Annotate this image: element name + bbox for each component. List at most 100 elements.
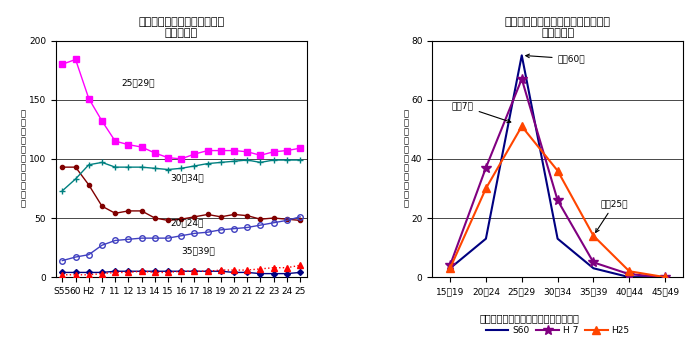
30～34歳 [283,158,291,162]
25～29歳 [84,97,93,101]
40～44歳 [111,270,119,274]
S60 [553,237,562,241]
25～29歳 [164,155,172,160]
30～34歳 [256,161,265,165]
20～24歳 [256,217,265,221]
15～19歳 [296,270,305,274]
S60 [661,275,669,279]
35～39歳 [151,236,159,240]
H25 [553,169,562,173]
40～44歳 [243,268,252,272]
20～24歳 [177,217,185,221]
H25 [589,234,597,238]
H25 [518,124,526,128]
25～29歳 [204,149,212,153]
S60 [482,237,490,241]
35～39歳 [124,237,132,241]
15～19歳 [98,270,106,274]
25～29歳 [243,150,252,154]
35～39歳 [111,239,119,243]
40～44歳 [270,266,278,270]
30～34歳 [217,161,225,165]
35～39歳 [230,226,238,231]
40～44歳 [151,270,159,274]
Title: 母の年齢階級別第１子出生率の推移
（熊本県）: 母の年齢階級別第１子出生率の推移 （熊本県） [505,17,611,39]
20～24歳 [137,209,146,213]
35～39歳 [164,236,172,240]
15～19歳 [71,270,79,274]
20～24歳 [230,212,238,216]
H25 [446,266,454,270]
Line: 25～29歳: 25～29歳 [59,57,303,162]
35～39歳 [256,223,265,227]
30～34歳 [71,177,79,181]
35～39歳 [58,259,66,263]
25～29歳 [98,119,106,123]
Text: 平成25年: 平成25年 [596,199,628,233]
Text: 25～29歳: 25～29歳 [122,78,155,88]
20～24歳 [111,211,119,215]
H25 [625,269,634,273]
40～44歳 [217,268,225,272]
40～44歳 [296,263,305,267]
40～44歳 [256,267,265,271]
20～24歳 [151,216,159,220]
15～19歳 [204,269,212,273]
Line: 40～44歳: 40～44歳 [59,262,304,278]
15～19歳 [230,270,238,274]
Line: 15～19歳: 15～19歳 [60,269,302,276]
15～19歳 [243,270,252,274]
20～24歳 [204,212,212,216]
Text: 昭和60年: 昭和60年 [526,54,585,63]
15～19歳 [151,269,159,273]
H 7 [518,77,526,81]
30～34歳 [58,189,66,193]
35～39歳 [177,234,185,238]
20～24歳 [84,183,93,187]
Text: 資料）　厚生労働省「人口動態統計」: 資料） 厚生労働省「人口動態統計」 [480,313,580,323]
35～39歳 [296,215,305,219]
Line: 35～39歳: 35～39歳 [59,214,303,263]
Line: H 7: H 7 [445,74,670,282]
20～24歳 [296,218,305,222]
H 7 [482,166,490,170]
30～34歳 [151,166,159,170]
H 7 [625,272,634,276]
30～34歳 [204,162,212,166]
35～39歳 [243,225,252,230]
15～19歳 [256,272,265,276]
20～24歳 [58,165,66,169]
Text: 平成7年: 平成7年 [452,102,511,123]
H 7 [553,198,562,202]
20～24歳 [243,214,252,218]
40～44歳 [190,269,199,273]
H25 [482,187,490,191]
35～39歳 [217,228,225,232]
Y-axis label: 年
齢
階
級
別
女
子
人
口
千
対: 年 齢 階 級 別 女 子 人 口 千 対 [403,110,408,208]
30～34歳 [177,166,185,170]
25～29歳 [296,146,305,150]
Y-axis label: 年
齢
階
級
別
女
子
人
口
千
対: 年 齢 階 級 別 女 子 人 口 千 対 [21,110,26,208]
20～24歳 [270,216,278,220]
15～19歳 [270,272,278,276]
15～19歳 [190,269,199,273]
20～24歳 [283,217,291,221]
15～19歳 [58,270,66,274]
30～34歳 [164,168,172,172]
40～44歳 [177,269,185,273]
35～39歳 [204,230,212,234]
40～44歳 [204,269,212,273]
25～29歳 [217,149,225,153]
35～39歳 [137,236,146,240]
20～24歳 [164,218,172,222]
30～34歳 [230,159,238,163]
20～24歳 [217,215,225,219]
S60 [589,266,597,270]
35～39歳 [190,231,199,235]
Title: 母の年齢階級別出生率の推移
（熊本県）: 母の年齢階級別出生率の推移 （熊本県） [138,17,224,39]
30～34歳 [84,163,93,167]
35～39歳 [71,255,79,259]
40～44歳 [124,270,132,274]
S60 [446,266,454,270]
20～24歳 [190,215,199,219]
